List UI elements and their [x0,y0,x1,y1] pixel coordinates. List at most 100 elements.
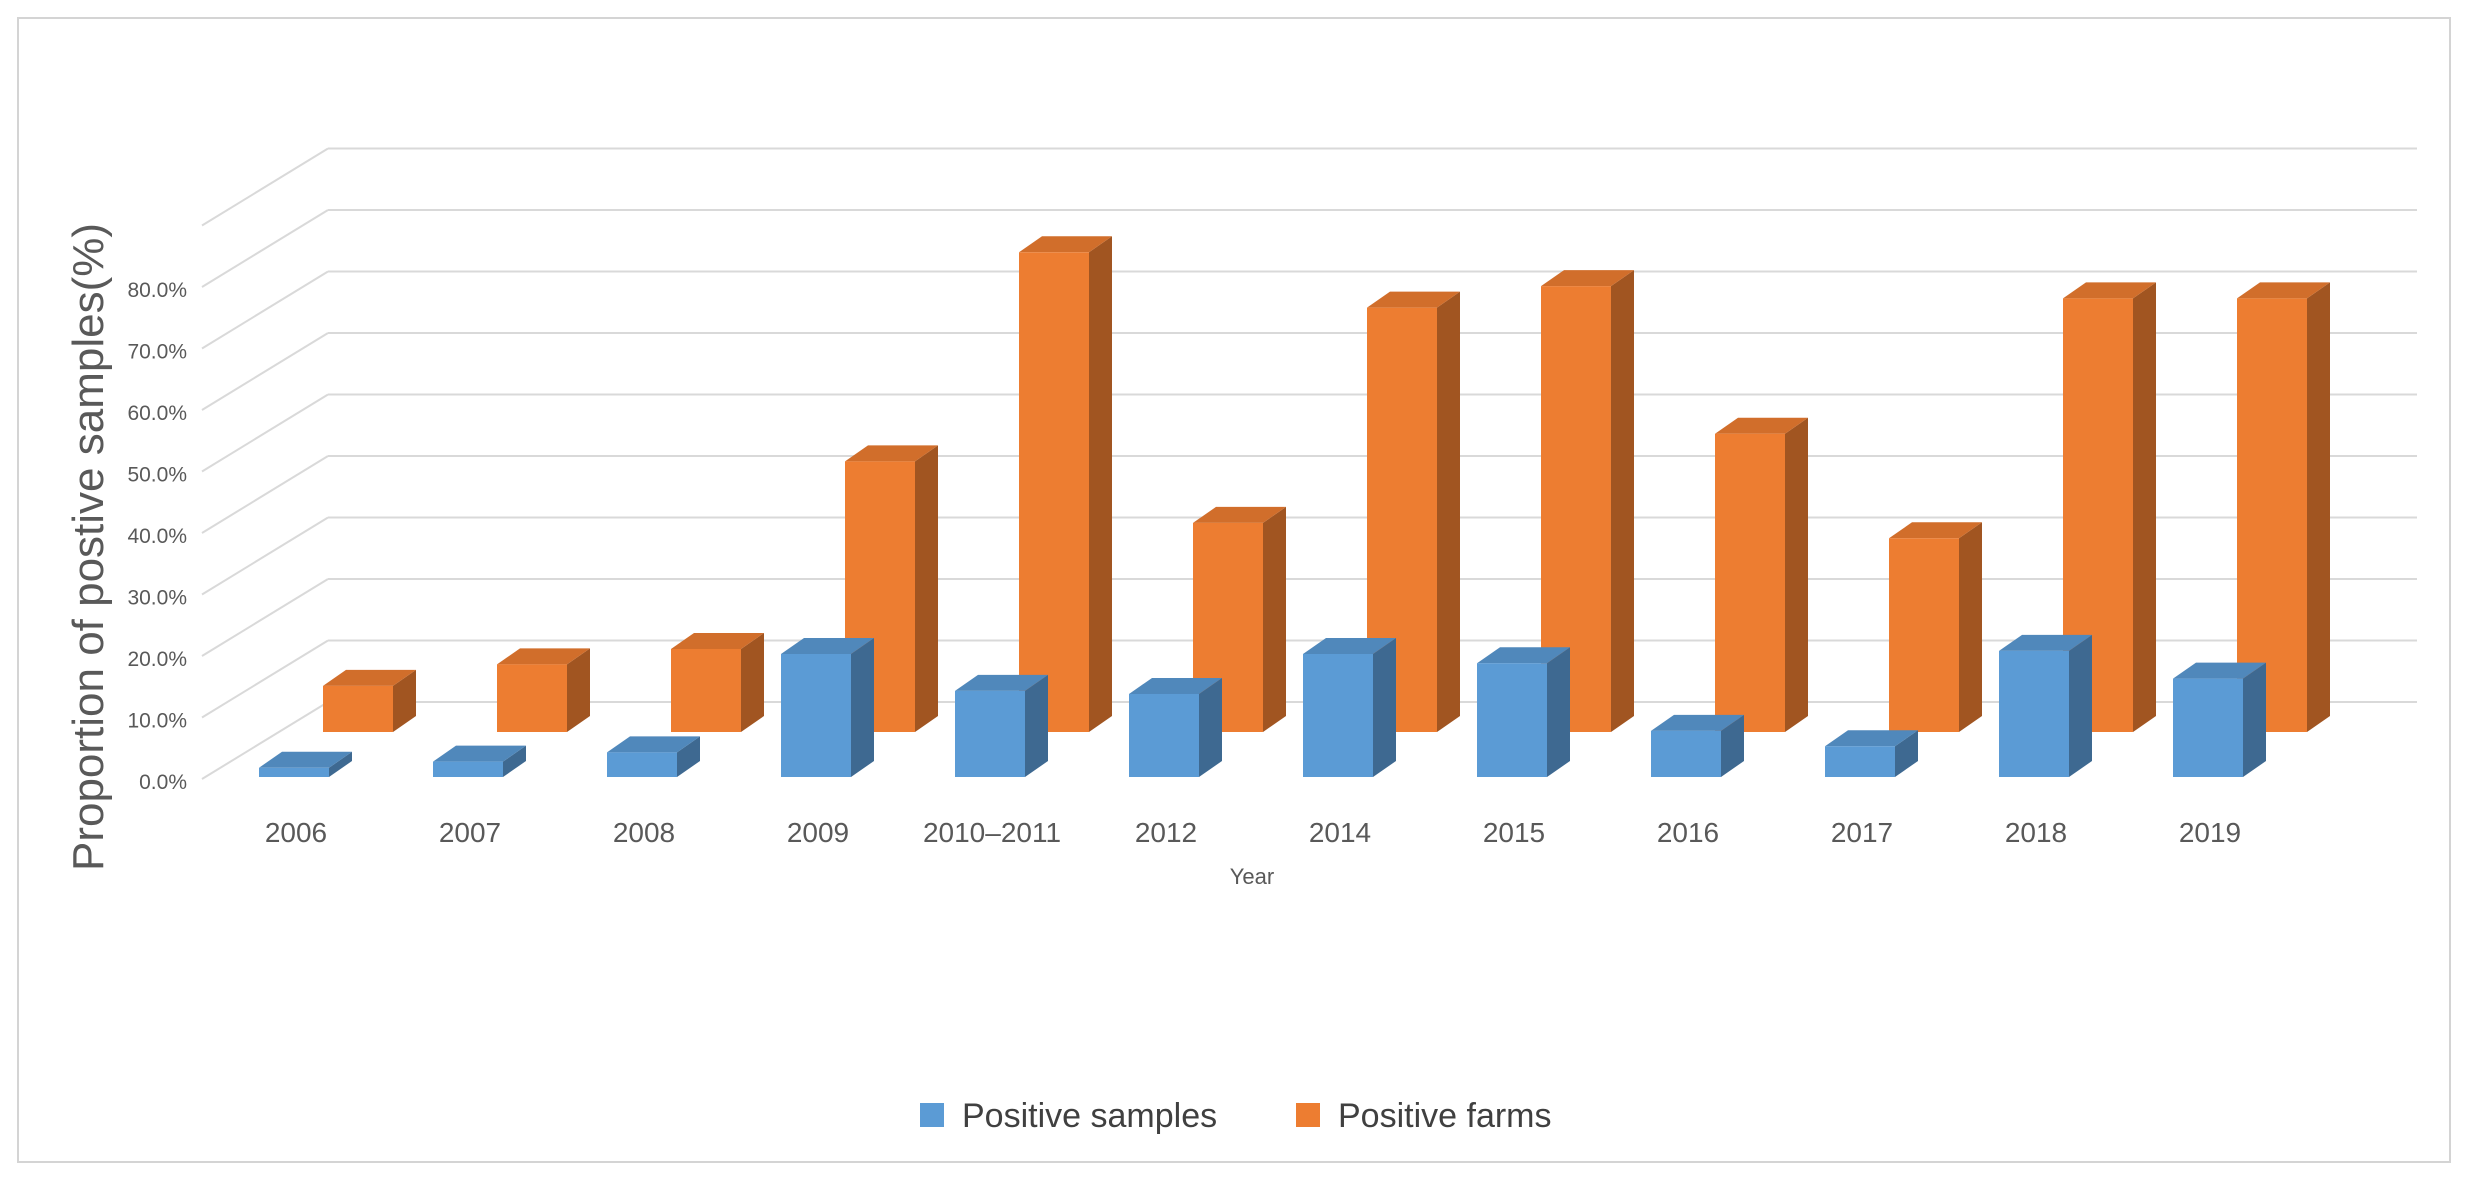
gridline-depth [201,332,329,411]
bar-positive-samples-side [2069,634,2092,777]
x-tick-label: 2008 [613,817,675,848]
y-tick-label: 80.0% [127,279,187,302]
bar-positive-farms-top [1367,291,1460,308]
x-tick-label: 2015 [1483,817,1545,848]
bar-positive-samples [1303,638,1396,777]
bar-positive-samples-side [677,736,700,777]
bar-positive-farms-front [323,685,393,732]
legend-label: Positive farms [1338,1097,1552,1135]
gridline-depth [201,147,329,227]
bar-positive-farms-top [1541,270,1634,287]
x-tick-label: 2016 [1657,817,1719,848]
bar-positive-farms-top [1019,236,1112,253]
bar-positive-samples-front [259,767,329,777]
chart-frame: 0.0% 10.0% 20.0% 30.0% 40.0% 50.0% 60.0% 70.0% 8… [17,17,2451,1163]
x-tick-label: 2019 [2179,817,2241,848]
bar-positive-samples [955,674,1048,777]
x-tick-label: 2018 [2005,817,2067,848]
bar-positive-farms-side [1437,291,1460,732]
bar-positive-samples-front [1303,654,1373,777]
bar-positive-farms-side [393,669,416,732]
bar-positive-farms-top [323,669,416,686]
x-axis-ticks: 2006 2007 2008 2009 2010–2011 2012 2014 2015 201… [265,817,2241,848]
gridline-depth [201,393,329,473]
bars [259,236,2330,777]
bar-positive-samples [2173,662,2266,777]
bar-positive-farms-side [741,632,764,732]
bar-positive-farms [2063,282,2156,732]
bar-positive-farms-side [1089,236,1112,733]
bar-positive-farms-side [567,648,590,732]
gridline-depth [201,639,329,719]
legend-swatch [920,1103,944,1127]
bar-positive-samples-top [607,736,700,753]
y-tick-label: 70.0% [127,341,187,364]
bar-positive-samples [433,745,526,777]
y-tick-label: 20.0% [127,648,187,671]
bar-positive-farms-side [2133,282,2156,732]
bar-positive-samples-top [1129,677,1222,694]
bar-positive-samples-side [851,638,874,777]
bar-positive-farms-front [1715,433,1785,732]
bar-positive-samples-side [1721,714,1744,777]
x-tick-label: 2007 [439,817,501,848]
bar-positive-samples-top [955,674,1048,691]
gridline-depth [201,516,329,596]
bar-positive-farms-top [497,648,590,665]
bar-positive-samples-side [1895,730,1918,777]
bar-positive-farms [1541,270,1634,732]
x-tick-label: 2006 [265,817,327,848]
gridline-depth [201,578,329,657]
bar-positive-farms-front [1019,252,1089,733]
bar-positive-samples-side [2243,662,2266,777]
bar-positive-farms [1715,417,1808,732]
bar-positive-farms [1889,522,1982,732]
bar-positive-samples-top [781,638,874,654]
y-tick-label: 60.0% [127,402,187,425]
bar-positive-farms-top [2237,282,2330,299]
x-tick-label: 2014 [1309,817,1371,848]
bar-positive-farms-side [1263,506,1286,732]
bar-positive-samples-top [1999,634,2092,651]
legend-swatch [1296,1103,1320,1127]
bar-positive-farms-side [1785,417,1808,732]
bar-positive-samples-side [1199,677,1222,777]
bar-positive-samples-front [1825,746,1895,777]
gridline-depth [201,270,329,350]
bar-positive-samples-side [1547,647,1570,777]
bar-positive-samples [1825,730,1918,777]
gridline-depth [201,455,329,534]
bar-positive-samples [1999,634,2092,777]
bar-positive-samples [1651,714,1744,777]
bar-positive-samples-front [433,761,503,777]
gridline-depth [201,701,329,780]
bar-positive-farms-side [2307,282,2330,732]
bar-positive-samples-top [1303,638,1396,654]
y-tick-label: 40.0% [127,525,187,548]
bar-positive-samples-side [329,751,352,777]
bar-positive-samples [1477,647,1570,777]
legend: Positive samples Positive farms [920,1097,1552,1135]
bar-positive-farms-side [1959,522,1982,732]
bar-positive-samples-top [1825,730,1918,747]
bar-positive-samples-top [433,745,526,762]
bar-positive-farms-front [497,664,567,732]
bar-positive-samples [1129,677,1222,777]
bar-positive-samples-front [1129,693,1199,777]
bar-positive-samples-front [1651,730,1721,777]
bar-positive-farms [671,632,764,732]
y-tick-label: 0.0% [139,771,187,794]
bar-positive-samples-front [1477,663,1547,777]
bar-positive-farms-front [2237,298,2307,732]
bar-positive-samples-side [503,745,526,777]
bar-positive-farms-top [2063,282,2156,299]
bar-positive-samples-front [955,690,1025,777]
bar-positive-farms-top [845,445,938,462]
y-tick-label: 10.0% [127,710,187,733]
bar-positive-samples-top [1651,714,1744,731]
bar-positive-farms [1019,236,1112,733]
bar-positive-samples-front [607,752,677,777]
bar-positive-samples-front [2173,678,2243,777]
gridline-depth [201,209,329,288]
y-axis-title: Proportion of postive samples(%) [64,223,113,871]
